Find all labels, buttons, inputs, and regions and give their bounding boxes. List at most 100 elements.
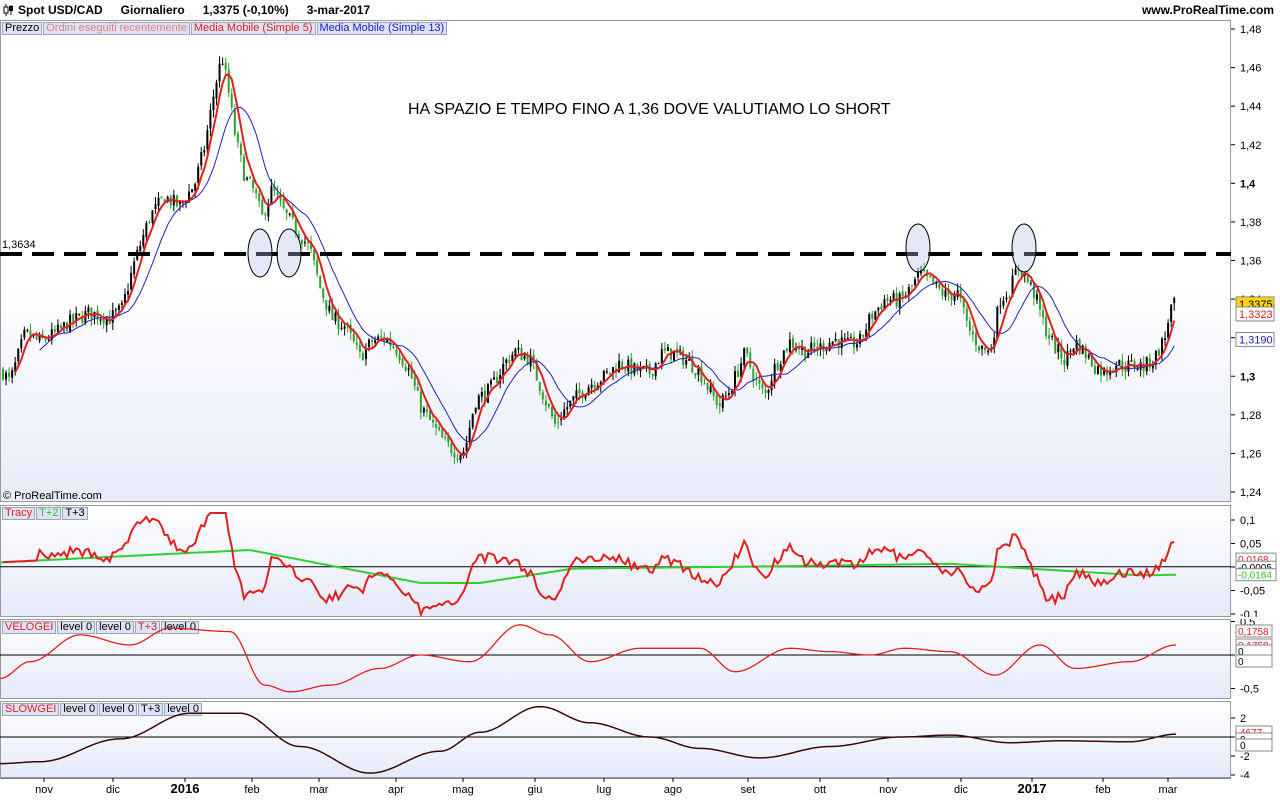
candle-body	[151, 210, 154, 223]
candle-body	[697, 368, 700, 376]
highlight-ellipse	[276, 228, 302, 278]
candle-body	[877, 307, 880, 311]
candle-body	[901, 291, 904, 297]
candle-body	[364, 348, 367, 360]
candle-body	[1035, 294, 1038, 300]
candle-body	[624, 369, 627, 371]
candle-body	[1060, 343, 1063, 359]
candle-body	[1170, 304, 1173, 322]
price-tick-label: 1,26	[1240, 448, 1261, 460]
time-tick-label: feb	[1095, 784, 1110, 796]
tracy-value-tag-box	[1235, 568, 1277, 582]
tracy-chart[interactable]: 0,10,050-0,05-0,10,0168-0,0005-0,0164	[0, 505, 1280, 617]
time-tick-label: mar	[1159, 784, 1178, 796]
candle-body	[157, 198, 160, 206]
price-legend-item[interactable]: Prezzo	[2, 22, 43, 35]
candle-body	[950, 292, 953, 300]
candle-body	[444, 437, 447, 439]
candle-body	[682, 350, 685, 366]
candle-body	[2, 368, 4, 380]
velogei-legend-item[interactable]: T+3	[134, 621, 161, 634]
slowgei-tick-label: -2	[1240, 751, 1250, 763]
site-link[interactable]: www.ProRealTime.com	[1141, 3, 1274, 17]
candle-body	[578, 389, 581, 394]
candle-body	[517, 347, 520, 350]
candle-body	[133, 261, 136, 275]
candle-body	[859, 334, 862, 344]
slowgei-value-tag-box	[1235, 738, 1273, 752]
price-panel[interactable]: Prezzo Ordini eseguiti recentemente Media …	[0, 20, 1231, 502]
tracy-legend-item[interactable]: Tracy	[2, 507, 36, 520]
time-tick-label: giu	[528, 784, 543, 796]
candle-body	[1029, 282, 1032, 284]
candle-body	[441, 429, 444, 438]
candle-body	[886, 297, 889, 301]
candle-body	[124, 293, 126, 304]
candle-body	[605, 371, 608, 373]
price-legend-item[interactable]: Ordini eseguiti recentemente	[43, 22, 190, 35]
time-tick-label: feb	[244, 784, 259, 796]
candle-body	[621, 362, 624, 368]
candle-body	[401, 358, 404, 366]
velogei-value-tag-label: 0	[1238, 657, 1244, 668]
candle-body	[743, 348, 746, 366]
candle-body	[127, 290, 130, 295]
candle-body	[1002, 300, 1005, 306]
velogei-legend-item[interactable]: level 0	[57, 621, 96, 634]
slowgei-chart[interactable]: 20-2-4467700	[0, 701, 1280, 778]
slowgei-legend-item[interactable]: SLOWGEI	[2, 703, 60, 716]
candle-body	[798, 347, 801, 350]
slowgei-legend-item[interactable]: T+3	[137, 703, 164, 716]
candle-body	[398, 354, 401, 361]
candle-body	[651, 373, 654, 376]
price-value-tag-label: 1,3190	[1239, 335, 1273, 347]
velogei-legend-item[interactable]: level 0	[161, 621, 199, 634]
candle-body	[23, 329, 26, 338]
slowgei-legend-item[interactable]: level 0	[60, 703, 99, 716]
candle-body	[14, 362, 17, 372]
candle-body	[465, 442, 468, 451]
velogei-legend-item[interactable]: level 0	[96, 621, 134, 634]
tracy-fast-line	[2, 512, 1175, 617]
candle-body	[1045, 316, 1048, 337]
price-legend-item[interactable]: Media Mobile (Simple 5)	[190, 22, 316, 35]
candle-body	[788, 339, 791, 353]
candle-body	[602, 370, 605, 382]
candle-body	[453, 452, 456, 458]
candle-body	[419, 391, 422, 413]
candle-body	[102, 318, 105, 324]
candle-body	[679, 349, 682, 351]
candle-body	[432, 419, 435, 423]
slowgei-legend-item[interactable]: level 0	[99, 703, 137, 716]
candle-body	[813, 342, 816, 348]
candle-body	[700, 366, 703, 383]
annotation-text: HA SPAZIO E TEMPO FINO A 1,36 DOVE VALUT…	[408, 101, 891, 118]
candle-body	[996, 307, 999, 339]
candle-body	[691, 358, 694, 373]
velogei-legend-item[interactable]: VELOGEI	[2, 621, 57, 634]
candle-body	[856, 344, 858, 348]
velogei-panel[interactable]: VELOGEI level 0 level 0 T+3 level 0	[0, 619, 1231, 699]
candle-body	[297, 233, 300, 239]
tracy-legend-item[interactable]: T+3	[62, 507, 88, 520]
velogei-line	[0, 624, 1176, 693]
candle-body	[371, 340, 374, 343]
copyright-text: © ProRealTime.com	[3, 490, 102, 502]
candle-body	[59, 325, 62, 328]
candle-body	[105, 317, 108, 326]
candle-body	[343, 326, 346, 329]
candle-body	[346, 325, 349, 327]
slowgei-value-tag: 0	[1235, 738, 1273, 752]
candle-body	[889, 299, 892, 303]
price-legend-item[interactable]: Media Mobile (Simple 13)	[316, 22, 448, 35]
candle-body	[267, 203, 270, 217]
price-chart[interactable]: 1,481,461,441,421,41,381,361,341,321,31,…	[0, 20, 1280, 502]
tracy-legend-item[interactable]: T+2	[36, 507, 62, 520]
candle-body	[703, 383, 706, 385]
tracy-tick-label: -0,1	[1240, 609, 1259, 617]
candle-body	[981, 345, 984, 350]
candle-body	[200, 152, 203, 166]
candle-body	[883, 299, 886, 310]
candle-body	[502, 363, 505, 377]
